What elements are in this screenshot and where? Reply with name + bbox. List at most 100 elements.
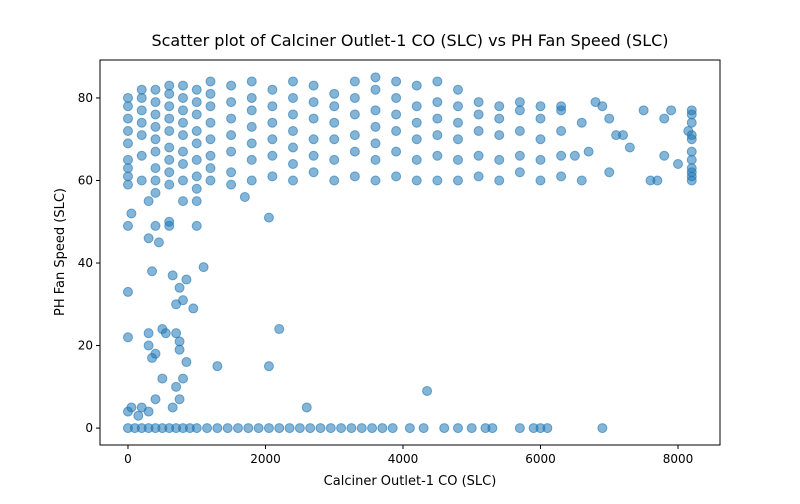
point [198, 262, 209, 273]
point [659, 113, 670, 124]
point [267, 171, 278, 182]
point [624, 142, 635, 153]
point [174, 282, 185, 293]
point [452, 84, 463, 95]
point [349, 146, 360, 157]
point [329, 154, 340, 165]
point [535, 134, 546, 145]
point [122, 125, 133, 136]
point [370, 175, 381, 186]
point [308, 97, 319, 108]
point [411, 117, 422, 128]
point [226, 97, 237, 108]
point [652, 175, 663, 186]
point [122, 220, 133, 231]
point [329, 134, 340, 145]
axes-frame [99, 59, 721, 446]
point [308, 134, 319, 145]
point [136, 150, 147, 161]
point [349, 130, 360, 141]
point [157, 373, 168, 384]
point [284, 423, 295, 434]
point [136, 130, 147, 141]
y-tick-label: 80 [78, 91, 93, 105]
point [683, 125, 694, 136]
point [370, 72, 381, 83]
point [232, 423, 243, 434]
point [153, 237, 164, 248]
point [177, 80, 188, 91]
point [164, 101, 175, 112]
point [150, 97, 161, 108]
y-axis-label: PH Fan Speed (SLC) [53, 188, 68, 316]
point [535, 101, 546, 112]
point [177, 196, 188, 207]
point [356, 423, 367, 434]
point [226, 80, 237, 91]
point [308, 113, 319, 124]
point [349, 76, 360, 87]
point [686, 146, 697, 157]
point [473, 150, 484, 161]
point [514, 105, 525, 116]
point [432, 175, 443, 186]
point [411, 134, 422, 145]
point [422, 385, 433, 396]
point [174, 344, 185, 355]
point [301, 402, 312, 413]
point [246, 154, 257, 165]
point [391, 146, 402, 157]
point [686, 109, 697, 120]
x-tick-label: 2000 [250, 452, 281, 466]
point [150, 394, 161, 405]
point [267, 101, 278, 112]
point [494, 113, 505, 124]
point [164, 220, 175, 231]
point [391, 76, 402, 87]
point [122, 332, 133, 343]
point [576, 175, 587, 186]
point [287, 125, 298, 136]
point [411, 101, 422, 112]
point [191, 423, 202, 434]
point [411, 154, 422, 165]
point [205, 134, 216, 145]
point [164, 142, 175, 153]
point [263, 361, 274, 372]
point [246, 138, 257, 149]
point [205, 88, 216, 99]
point [164, 113, 175, 124]
point [432, 130, 443, 141]
point [164, 167, 175, 178]
y-tick-label: 20 [78, 339, 93, 353]
point [556, 101, 567, 112]
point [597, 423, 608, 434]
y-tick-label: 40 [78, 256, 93, 270]
point [325, 423, 336, 434]
point [370, 84, 381, 95]
point [205, 175, 216, 186]
point [294, 423, 305, 434]
point [126, 208, 137, 219]
point [150, 163, 161, 174]
point [452, 423, 463, 434]
x-tick-label: 0 [124, 452, 132, 466]
point [556, 150, 567, 161]
point [226, 179, 237, 190]
point [122, 92, 133, 103]
point [136, 175, 147, 186]
point [638, 105, 649, 116]
point [604, 113, 615, 124]
point [150, 220, 161, 231]
point [287, 142, 298, 153]
point [126, 402, 137, 413]
point [243, 423, 254, 434]
point [226, 113, 237, 124]
point [315, 423, 326, 434]
point [143, 328, 154, 339]
point [604, 167, 615, 178]
point [191, 109, 202, 120]
point [147, 266, 158, 277]
point [377, 423, 388, 434]
